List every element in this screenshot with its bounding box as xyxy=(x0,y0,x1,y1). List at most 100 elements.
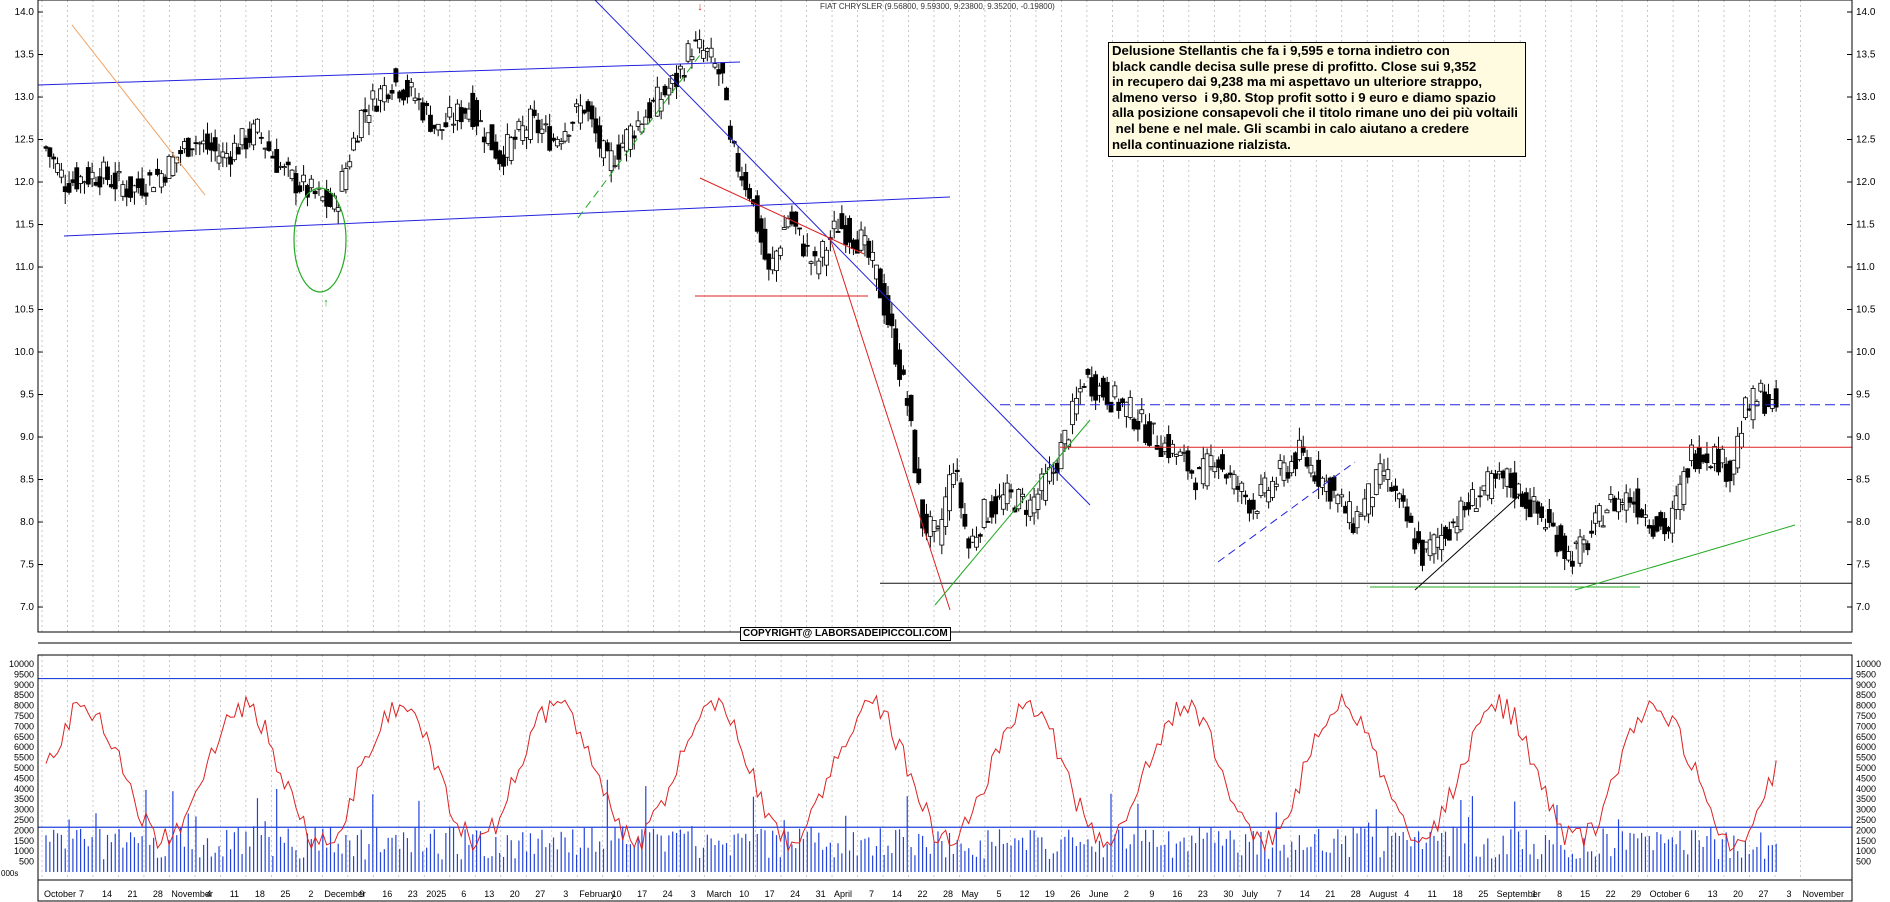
candle-body xyxy=(1654,516,1660,532)
candle-body xyxy=(1431,534,1437,555)
candle-body xyxy=(1320,477,1325,488)
candle-body xyxy=(481,136,487,143)
candle-body xyxy=(1373,469,1379,495)
volume-tick-label-right: 8000 xyxy=(1856,701,1876,711)
candle-body xyxy=(1370,497,1375,508)
volume-tick-label-right: 1500 xyxy=(1856,836,1876,846)
volume-tick-label-left: 9000 xyxy=(14,680,34,690)
candle-body xyxy=(1027,499,1033,517)
price-tick-label-left: 8.5 xyxy=(20,475,34,486)
date-tick-label: 3 xyxy=(563,889,568,899)
candle-body xyxy=(1458,500,1464,531)
candle-body xyxy=(43,146,49,149)
volume-tick-label-right: 2500 xyxy=(1856,815,1876,825)
volume-tick-label-right: 500 xyxy=(1856,857,1871,867)
candle-body xyxy=(1104,381,1110,406)
date-tick-label: 13 xyxy=(1708,889,1718,899)
candle-body xyxy=(1700,454,1706,463)
price-tick-label-right: 9.0 xyxy=(1856,432,1870,443)
candle-body xyxy=(1231,474,1237,490)
candle-body xyxy=(628,125,633,150)
candle-body xyxy=(335,207,341,212)
price-tick-label-left: 10.5 xyxy=(15,305,35,316)
candle-body xyxy=(1020,493,1025,497)
candle-body xyxy=(381,85,387,103)
candle-body xyxy=(1462,505,1468,511)
candle-body xyxy=(1031,496,1037,514)
candle-body xyxy=(1581,539,1587,545)
candle-body xyxy=(1727,460,1733,482)
candle-body xyxy=(1477,495,1483,498)
candle-body xyxy=(1554,534,1560,553)
candle-body xyxy=(1004,482,1010,505)
candle-body xyxy=(708,47,714,58)
candle-body xyxy=(1493,473,1498,479)
candle-body xyxy=(1239,482,1245,492)
candle-body xyxy=(1454,526,1460,534)
candle-body xyxy=(924,513,929,534)
candle-body xyxy=(185,137,191,157)
candle-body xyxy=(1519,493,1525,507)
candle-body xyxy=(1143,424,1149,443)
candle-body xyxy=(1612,497,1618,512)
candle-body xyxy=(312,190,318,195)
candle-body xyxy=(1335,494,1341,505)
volume-tick-label-left: 500 xyxy=(19,857,34,867)
candle-body xyxy=(1220,454,1225,470)
date-tick-label: September xyxy=(1497,889,1541,899)
date-tick-label: 14 xyxy=(892,889,902,899)
candle-body xyxy=(539,128,545,134)
date-tick-label: 28 xyxy=(943,889,953,899)
candle-body xyxy=(635,120,641,127)
date-tick-label: October xyxy=(1650,889,1682,899)
candle-body xyxy=(1350,523,1356,533)
candle-body xyxy=(1400,495,1406,502)
candle-body xyxy=(62,186,68,193)
trendline-red-upper xyxy=(699,177,865,255)
candle-body xyxy=(1100,377,1106,398)
candle-body xyxy=(781,227,787,230)
trendline-lower-channel xyxy=(63,196,951,237)
candle-body xyxy=(205,133,210,150)
candle-body xyxy=(1543,527,1548,530)
date-tick-label: 11 xyxy=(230,889,239,899)
candle-body xyxy=(1485,471,1491,496)
candle-body xyxy=(116,171,122,174)
candle-body xyxy=(216,155,222,164)
date-tick-label: 3 xyxy=(691,889,696,899)
candle-body xyxy=(562,131,568,142)
candle-body xyxy=(1223,474,1229,479)
candle-body xyxy=(128,176,133,198)
price-tick-label-right: 10.5 xyxy=(1856,305,1876,316)
candle-body xyxy=(1666,527,1671,532)
candle-body xyxy=(1227,472,1233,476)
volume-tick-label-right: 10000 xyxy=(1856,659,1881,669)
candle-body xyxy=(262,147,268,150)
candle-body xyxy=(1704,453,1710,464)
candle-body xyxy=(193,142,199,145)
candle-body xyxy=(727,125,733,140)
candle-body xyxy=(124,188,130,198)
candle-body xyxy=(1412,538,1418,550)
candle-body xyxy=(1619,502,1625,506)
candle-body xyxy=(412,97,418,101)
candle-body xyxy=(1731,459,1737,475)
date-tick-label: 4 xyxy=(206,889,211,899)
candle-body xyxy=(889,313,895,327)
candle-body xyxy=(1266,490,1272,503)
candle-body xyxy=(255,118,260,133)
date-tick-label: 24 xyxy=(790,889,800,899)
trendline-black-rise xyxy=(1414,494,1521,591)
date-tick-label: 20 xyxy=(510,889,520,899)
price-tick-label-left: 12.0 xyxy=(15,177,35,188)
trendline-green-dashed xyxy=(577,54,701,219)
candle-body xyxy=(1577,536,1583,564)
candle-body xyxy=(1281,462,1287,481)
candle-body xyxy=(1443,526,1448,539)
candle-body xyxy=(1646,524,1652,529)
price-tick-label-right: 12.0 xyxy=(1856,177,1876,188)
date-tick-label: 17 xyxy=(765,889,775,899)
volume-tick-label-right: 6000 xyxy=(1856,742,1876,752)
commentary-line: almeno verso i 9,80. Stop profit sotto i… xyxy=(1112,89,1496,105)
date-tick-label: 20 xyxy=(1733,889,1743,899)
